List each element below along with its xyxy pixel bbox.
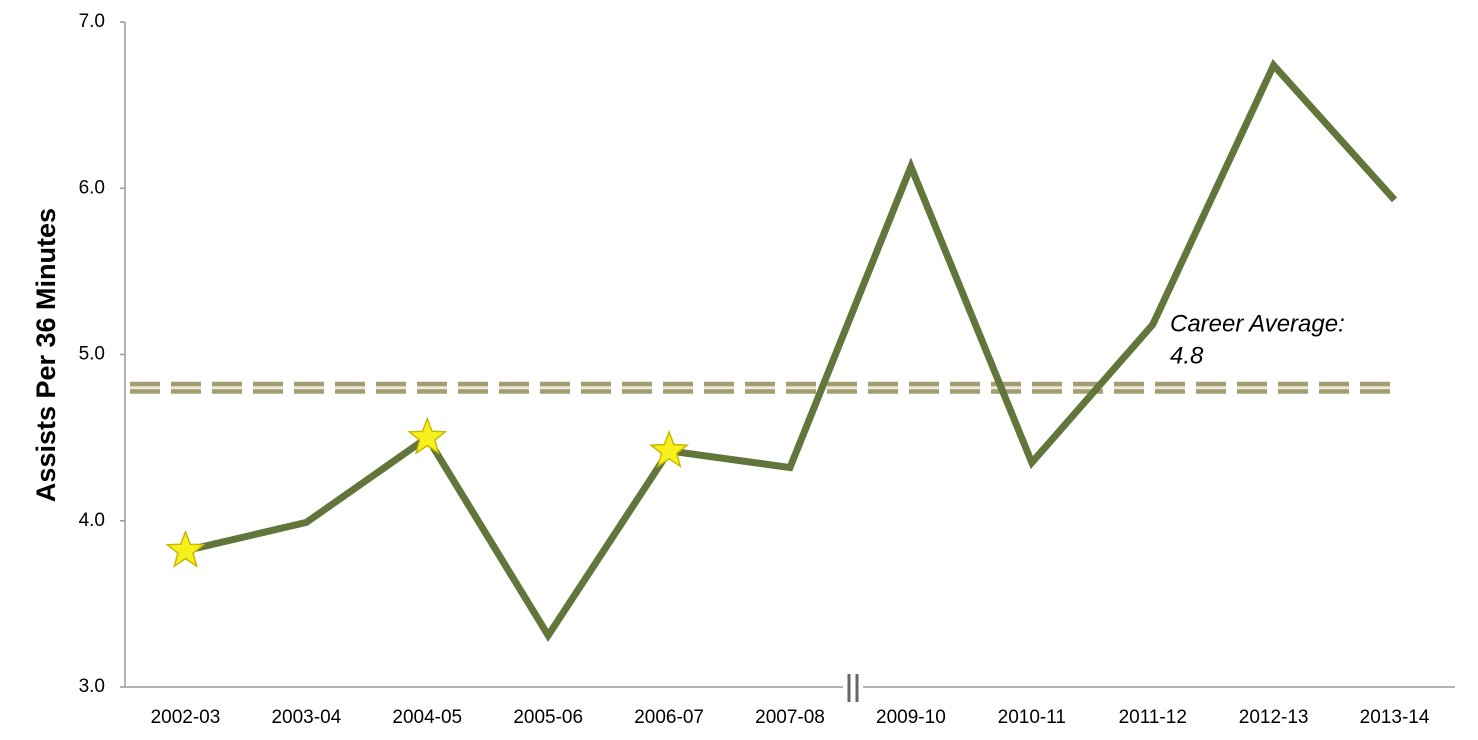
x-tick-label: 2007-08	[755, 707, 825, 728]
reference-label: Career Average:	[1170, 310, 1345, 337]
x-tick-label: 2002-03	[151, 707, 221, 728]
reference-value: 4.8	[1170, 342, 1204, 369]
data-line	[184, 58, 1398, 643]
x-tick-label: 2013-14	[1360, 707, 1430, 728]
y-tick-label: 6.0	[79, 177, 105, 198]
y-tick-label: 7.0	[79, 11, 105, 32]
y-tick-label: 5.0	[79, 344, 105, 365]
axis-break	[843, 672, 863, 702]
y-tick-label: 4.0	[79, 510, 105, 531]
star-marker	[165, 529, 206, 568]
x-tick-label: 2012-13	[1239, 707, 1309, 728]
x-tick-label: 2010-11	[998, 707, 1066, 728]
x-tick-label: 2011-12	[1119, 707, 1187, 728]
star-marker	[648, 429, 690, 469]
x-tick-label: 2003-04	[271, 707, 341, 728]
x-tick-label: 2004-05	[392, 707, 462, 728]
axis-break-gap	[843, 672, 863, 702]
star-marker	[407, 416, 448, 455]
x-tick-label: 2005-06	[513, 707, 583, 728]
x-tick-label: 2009-10	[876, 707, 946, 728]
y-tick-label: 3.0	[79, 676, 105, 697]
x-tick-label: 2006-07	[634, 707, 704, 728]
y-axis-label: Assists Per 36 Minutes	[31, 208, 61, 502]
